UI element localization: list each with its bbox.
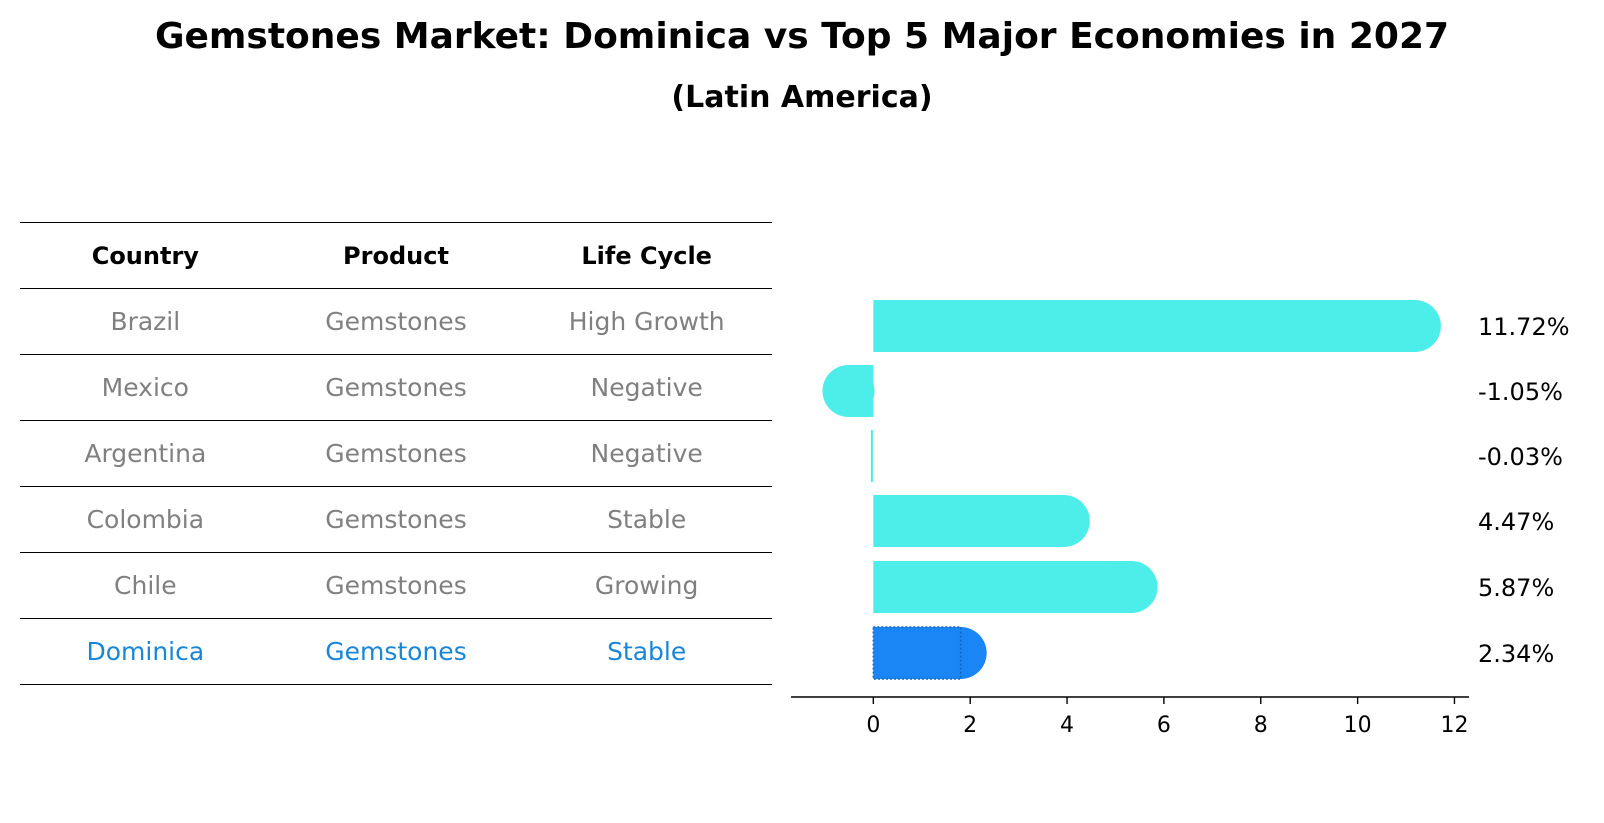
bar-argentina — [870, 430, 873, 482]
market-table: Country Product Life Cycle Brazil Gemsto… — [20, 222, 772, 685]
table-row: Chile Gemstones Growing — [20, 552, 772, 619]
value-label: 5.87% — [1478, 574, 1554, 602]
x-tick-label: 2 — [963, 713, 977, 738]
cell-product: Gemstones — [270, 354, 522, 421]
cell-life-cycle: Stable — [521, 486, 772, 553]
cell-life-cycle: High Growth — [521, 288, 772, 355]
x-tick-label: 6 — [1157, 713, 1171, 738]
x-tick-label: 0 — [866, 713, 880, 738]
cell-life-cycle: Growing — [521, 552, 772, 619]
x-tick-label: 4 — [1060, 713, 1074, 738]
x-axis: 0 2 4 6 8 10 12 — [791, 696, 1469, 738]
cell-life-cycle: Negative — [521, 354, 772, 421]
cell-country: Colombia — [20, 486, 271, 553]
cell-life-cycle: Negative — [521, 420, 772, 487]
value-labels-group: 11.72% -1.05% -0.03% 4.47% 5.87% 2.34% — [1478, 313, 1570, 668]
bar-chile — [873, 561, 1158, 613]
cell-product: Gemstones — [270, 552, 522, 619]
cell-country: Argentina — [20, 420, 271, 487]
value-label: -1.05% — [1478, 378, 1563, 406]
value-label: 2.34% — [1478, 640, 1554, 668]
table-row: Brazil Gemstones High Growth — [20, 288, 772, 355]
cell-product: Gemstones — [270, 420, 522, 487]
table-header-row: Country Product Life Cycle — [20, 222, 772, 289]
chart-title: Gemstones Market: Dominica vs Top 5 Majo… — [154, 16, 1450, 57]
table-row-highlight: Dominica Gemstones Stable — [20, 618, 772, 685]
bar-colombia — [873, 495, 1090, 547]
cell-product: Gemstones — [270, 618, 522, 685]
x-tick-label: 12 — [1440, 713, 1468, 738]
header-life-cycle: Life Cycle — [521, 222, 772, 289]
bar-dominica — [872, 626, 987, 680]
x-tick-label: 10 — [1344, 713, 1372, 738]
table-row: Mexico Gemstones Negative — [20, 354, 772, 421]
value-label: 4.47% — [1478, 508, 1554, 536]
table-row: Colombia Gemstones Stable — [20, 486, 772, 553]
cell-country: Mexico — [20, 354, 271, 421]
bars-group — [822, 300, 1441, 680]
cell-country: Brazil — [20, 288, 271, 355]
bar-mexico — [822, 365, 875, 417]
x-tick-label: 8 — [1254, 713, 1268, 738]
header-product: Product — [270, 222, 522, 289]
value-label: -0.03% — [1478, 443, 1563, 471]
table-row: Argentina Gemstones Negative — [20, 420, 772, 487]
cell-product: Gemstones — [270, 288, 522, 355]
cell-country: Dominica — [20, 618, 271, 685]
value-label: 11.72% — [1478, 313, 1570, 341]
header-country: Country — [20, 222, 271, 289]
cell-country: Chile — [20, 552, 271, 619]
chart-subtitle: (Latin America) — [671, 80, 933, 115]
bar-brazil — [873, 300, 1441, 352]
cell-life-cycle: Stable — [521, 618, 772, 685]
cell-product: Gemstones — [270, 486, 522, 553]
